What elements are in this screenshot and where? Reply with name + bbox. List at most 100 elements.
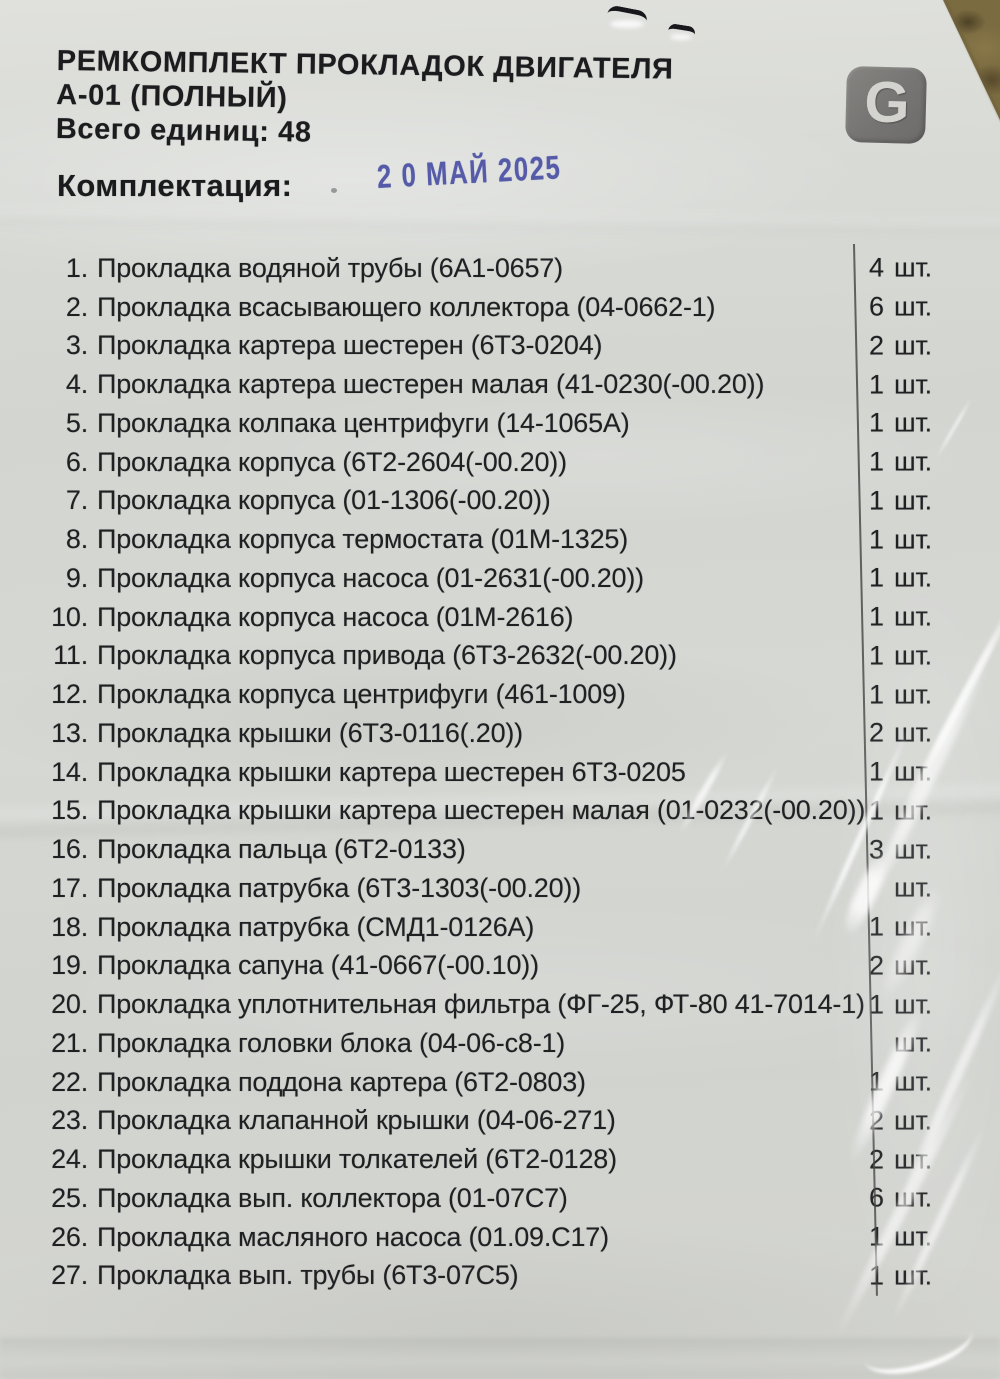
item-quantity: 6 шт. [869, 292, 1000, 323]
item-quantity-value: 6 [869, 1182, 884, 1213]
item-quantity-value: 1 [869, 911, 884, 942]
item-quantity-value: 1 [869, 446, 884, 477]
item-quantity: 3 шт. [869, 834, 1000, 865]
item-number: 12. [51, 679, 88, 710]
item-number: 21. [51, 1027, 88, 1058]
item-quantity-unit: шт. [894, 795, 932, 826]
item-quantity-unit: шт. [894, 407, 932, 438]
list-item: 25. Прокладка вып. коллектора (01-07С7) … [42, 1179, 978, 1218]
item-number: 14. [51, 756, 88, 787]
item-number: 15. [51, 795, 88, 826]
item-number: 25. [51, 1182, 88, 1213]
item-quantity-unit: шт. [894, 717, 932, 748]
item-quantity-value: 4 [869, 252, 884, 283]
list-item: 16. Прокладка пальца (6Т2-0133) 3 шт. [42, 830, 978, 869]
brand-logo: G [845, 65, 927, 145]
list-item: 7. Прокладка корпуса (01-1306(-00.20)) 1… [42, 482, 978, 521]
item-quantity-value: 1 [869, 485, 884, 516]
item-name: Прокладка колпака центрифуги (14-1065А) [97, 407, 630, 438]
item-quantity-unit: шт. [894, 330, 932, 361]
list-item: 11. Прокладка корпуса привода (6Т3-2632(… [42, 637, 978, 676]
item-quantity: шт. [869, 1028, 1000, 1059]
item-name: Прокладка корпуса насоса (01-2631(-00.20… [97, 562, 644, 593]
item-quantity-unit: шт. [894, 1027, 932, 1058]
item-name: Прокладка крышки толкателей (6Т2-0128) [97, 1144, 617, 1175]
item-name: Прокладка корпуса термостата (01М-1325) [97, 524, 628, 555]
item-quantity: 6 шт. [869, 1183, 1000, 1214]
item-number: 17. [51, 872, 88, 903]
item-quantity-value: 1 [869, 1222, 887, 1253]
item-number: 16. [51, 834, 88, 865]
item-quantity-value: 1 [869, 756, 884, 787]
list-item: 27. Прокладка вып. трубы (6Т3-07С5) 1шт. [42, 1257, 978, 1296]
item-quantity: 1 шт. [869, 524, 1000, 555]
item-quantity-value: 6 [869, 291, 884, 322]
item-quantity-value: 2 [869, 330, 884, 361]
list-item: 9. Прокладка корпуса насоса (01-2631(-00… [42, 559, 978, 598]
item-number: 23. [51, 1105, 88, 1136]
list-item: 2. Прокладка всасывающего коллектора (04… [42, 288, 978, 327]
item-number: 11. [53, 640, 88, 671]
item-quantity-unit: шт. [894, 1066, 932, 1097]
item-quantity: 1 шт. [869, 757, 1000, 788]
list-item: 24. Прокладка крышки толкателей (6Т2-012… [42, 1140, 978, 1179]
item-quantity-unit: шт. [894, 911, 932, 942]
item-quantity: 1 шт. [869, 912, 1000, 943]
item-name: Прокладка корпуса (01-1306(-00.20)) [97, 485, 551, 516]
item-number: 27. [51, 1260, 88, 1291]
item-quantity-unit: шт. [894, 524, 932, 555]
item-number: 6. [65, 446, 88, 477]
item-number: 3. [65, 330, 88, 361]
item-name: Прокладка вып. трубы (6Т3-07С5) [97, 1260, 519, 1291]
item-quantity-value: 3 [869, 834, 884, 865]
item-name: Прокладка корпуса центрифуги (461-1009) [97, 679, 626, 710]
item-quantity-unit: шт. [894, 1105, 932, 1136]
item-quantity-unit: шт. [894, 446, 932, 477]
item-quantity-value: 2 [869, 1144, 884, 1175]
brand-logo-letter: G [863, 69, 909, 136]
item-name: Прокладка уплотнительная фильтра (ФГ-25,… [97, 989, 865, 1020]
item-quantity-unit: шт. [894, 601, 932, 632]
list-item: 12. Прокладка корпуса центрифуги (461-10… [42, 675, 978, 714]
item-name: Прокладка патрубка (6Т3-1303(-00.20)) [97, 872, 582, 903]
item-quantity-unit: шт. [894, 1182, 932, 1213]
document-title: РЕМКОМПЛЕКТ ПРОКЛАДОК ДВИГАТЕЛЯ А-01 (ПО… [56, 44, 674, 155]
item-quantity-unit: шт. [894, 640, 932, 671]
item-quantity: 1 шт. [869, 447, 1000, 478]
list-item: 20. Прокладка уплотнительная фильтра (ФГ… [42, 985, 978, 1024]
list-item: 19. Прокладка сапуна (41-0667(-00.10)) 2… [42, 947, 978, 986]
item-quantity-unit: шт. [894, 756, 932, 787]
list-item: 5. Прокладка колпака центрифуги (14-1065… [42, 404, 978, 443]
item-name: Прокладка картера шестерен малая (41-023… [97, 369, 765, 400]
item-quantity-value: 1 [869, 562, 884, 593]
list-item: 18. Прокладка патрубка (СМД1-0126А) 1 шт. [42, 908, 978, 947]
item-number: 13. [51, 717, 88, 748]
staple-glint [670, 34, 692, 40]
item-name: Прокладка крышки (6Т3-0116(.20)) [97, 717, 523, 748]
section-label: Комплектация: [57, 168, 293, 203]
item-name: Прокладка корпуса привода (6Т3-2632(-00.… [97, 640, 677, 671]
list-item: 26. Прокладка масляного насоса (01.09.С1… [42, 1218, 978, 1257]
item-number: 1. [65, 252, 88, 283]
item-name: Прокладка корпуса насоса (01М-2616) [97, 601, 574, 632]
item-quantity-unit: шт. [894, 485, 932, 516]
item-name: Прокладка водяной трубы (6А1-0657) [97, 252, 563, 283]
item-name: Прокладка пальца (6Т2-0133) [97, 834, 466, 865]
list-item: 17. Прокладка патрубка (6Т3-1303(-00.20)… [42, 869, 978, 908]
list-item: 4. Прокладка картера шестерен малая (41-… [42, 365, 978, 404]
item-quantity: 4 шт. [869, 253, 1000, 284]
item-quantity-value: 1 [869, 679, 884, 710]
item-quantity: 1шт. [869, 1260, 1000, 1291]
item-name: Прокладка поддона картера (6Т2-0803) [97, 1066, 586, 1097]
item-number: 2. [65, 291, 88, 322]
item-quantity-value: 1 [869, 524, 884, 555]
item-quantity-unit: шт. [894, 834, 932, 865]
list-item: 3. Прокладка картера шестерен (6Т3-0204)… [42, 327, 978, 366]
